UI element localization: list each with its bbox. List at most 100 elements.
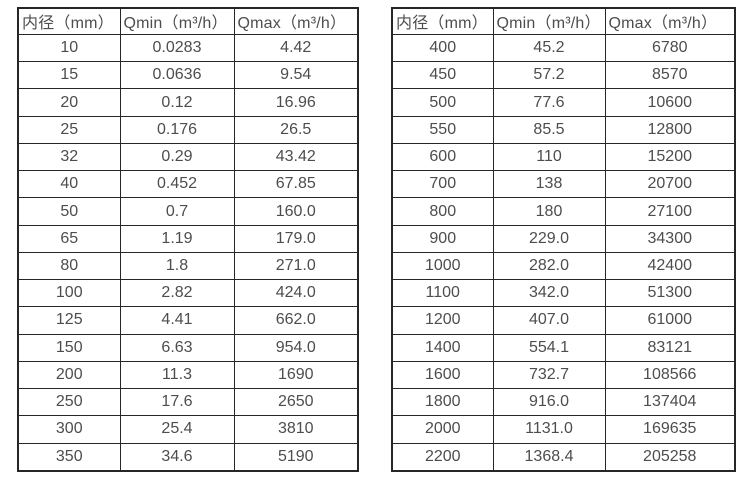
table-cell: 4.41 xyxy=(119,306,235,335)
table-body: 10 0.0283 4.42 15 0.0636 9.54 20 0.12 16.96 25 0.1… xyxy=(17,33,359,472)
table-row: 100 2.82 424.0 xyxy=(17,279,359,308)
table-row: 15 0.0636 9.54 xyxy=(17,61,359,90)
flow-rate-table-large-diameters: 内径（mm） Qmin（m³/h） Qmax（m³/h） 400 45.2 6780 45… xyxy=(391,7,736,472)
table-cell: 40 xyxy=(17,170,121,199)
table-cell: 916.0 xyxy=(492,388,606,417)
table-row: 600 110 15200 xyxy=(391,142,736,172)
table-cell: 732.7 xyxy=(492,360,606,390)
table-cell: 137404 xyxy=(604,388,736,417)
table-row: 1600 732.7 108566 xyxy=(391,360,736,390)
table-row: 20 0.12 16.96 xyxy=(17,88,359,117)
table-cell: 200 xyxy=(17,360,121,390)
table-cell: 43.42 xyxy=(233,142,359,172)
table-cell: 229.0 xyxy=(492,224,606,253)
table-cell: 85.5 xyxy=(492,115,606,144)
table-cell: 10600 xyxy=(604,88,736,117)
table-cell: 600 xyxy=(391,142,494,172)
table-cell: 1800 xyxy=(391,388,494,417)
table-cell: 1131.0 xyxy=(492,415,606,444)
table-cell: 26.5 xyxy=(233,115,359,144)
table-row: 1000 282.0 42400 xyxy=(391,251,736,281)
table-cell: 424.0 xyxy=(233,279,359,308)
table-row: 1800 916.0 137404 xyxy=(391,388,736,417)
table-cell: 2200 xyxy=(391,442,494,472)
table-cell: 25.4 xyxy=(119,415,235,444)
table-cell: 0.7 xyxy=(119,197,235,226)
table-cell: 0.176 xyxy=(119,115,235,144)
table-row: 125 4.41 662.0 xyxy=(17,306,359,335)
table-cell: 67.85 xyxy=(233,170,359,199)
table-cell: 1100 xyxy=(391,279,494,308)
header-cell: 内径（mm） xyxy=(391,7,494,35)
table-cell: 10 xyxy=(17,33,121,63)
table-cell: 662.0 xyxy=(233,306,359,335)
table-cell: 500 xyxy=(391,88,494,117)
table-cell: 6.63 xyxy=(119,333,235,362)
table-row: 350 34.6 5190 xyxy=(17,442,359,472)
table-row: 80 1.8 271.0 xyxy=(17,251,359,281)
table-cell: 15 xyxy=(17,61,121,90)
table-row: 1200 407.0 61000 xyxy=(391,306,736,335)
table-cell: 1600 xyxy=(391,360,494,390)
table-cell: 32 xyxy=(17,142,121,172)
table-cell: 15200 xyxy=(604,142,736,172)
table-cell: 77.6 xyxy=(492,88,606,117)
table-cell: 1200 xyxy=(391,306,494,335)
table-cell: 250 xyxy=(17,388,121,417)
header-cell: Qmin（m³/h） xyxy=(492,7,606,35)
table-cell: 2000 xyxy=(391,415,494,444)
table-cell: 27100 xyxy=(604,197,736,226)
table-cell: 45.2 xyxy=(492,33,606,63)
table-cell: 8570 xyxy=(604,61,736,90)
table-cell: 450 xyxy=(391,61,494,90)
flow-rate-table-small-diameters: 内径（mm） Qmin（m³/h） Qmax（m³/h） 10 0.0283 4.42 1… xyxy=(17,7,359,472)
table-cell: 800 xyxy=(391,197,494,226)
table-cell: 83121 xyxy=(604,333,736,362)
table-cell: 2650 xyxy=(233,388,359,417)
table-cell: 9.54 xyxy=(233,61,359,90)
table-cell: 700 xyxy=(391,170,494,199)
table-row: 550 85.5 12800 xyxy=(391,115,736,144)
table-row: 800 180 27100 xyxy=(391,197,736,226)
table-cell: 51300 xyxy=(604,279,736,308)
table-cell: 57.2 xyxy=(492,61,606,90)
table-cell: 34300 xyxy=(604,224,736,253)
table-cell: 61000 xyxy=(604,306,736,335)
table-row: 1400 554.1 83121 xyxy=(391,333,736,362)
table-cell: 1.19 xyxy=(119,224,235,253)
table-row: 25 0.176 26.5 xyxy=(17,115,359,144)
table-cell: 12800 xyxy=(604,115,736,144)
table-cell: 179.0 xyxy=(233,224,359,253)
table-cell: 110 xyxy=(492,142,606,172)
table-cell: 1.8 xyxy=(119,251,235,281)
table-row: 32 0.29 43.42 xyxy=(17,142,359,172)
table-cell: 2.82 xyxy=(119,279,235,308)
table-cell: 1400 xyxy=(391,333,494,362)
header-row: 内径（mm） Qmin（m³/h） Qmax（m³/h） xyxy=(17,7,359,35)
table-cell: 100 xyxy=(17,279,121,308)
table-body: 400 45.2 6780 450 57.2 8570 500 77.6 10600 550 85.… xyxy=(391,33,736,472)
table-row: 700 138 20700 xyxy=(391,170,736,199)
table-cell: 50 xyxy=(17,197,121,226)
table-cell: 0.12 xyxy=(119,88,235,117)
table-cell: 0.29 xyxy=(119,142,235,172)
table-cell: 150 xyxy=(17,333,121,362)
table-cell: 5190 xyxy=(233,442,359,472)
header-row: 内径（mm） Qmin（m³/h） Qmax（m³/h） xyxy=(391,7,736,35)
table-cell: 20 xyxy=(17,88,121,117)
table-cell: 34.6 xyxy=(119,442,235,472)
table-cell: 125 xyxy=(17,306,121,335)
table-row: 450 57.2 8570 xyxy=(391,61,736,90)
table-row: 50 0.7 160.0 xyxy=(17,197,359,226)
table-cell: 0.0636 xyxy=(119,61,235,90)
table-row: 300 25.4 3810 xyxy=(17,415,359,444)
table-cell: 282.0 xyxy=(492,251,606,281)
table-cell: 3810 xyxy=(233,415,359,444)
table-cell: 16.96 xyxy=(233,88,359,117)
table-cell: 138 xyxy=(492,170,606,199)
table-cell: 180 xyxy=(492,197,606,226)
table-row: 40 0.452 67.85 xyxy=(17,170,359,199)
table-cell: 350 xyxy=(17,442,121,472)
table-row: 2200 1368.4 205258 xyxy=(391,442,736,472)
